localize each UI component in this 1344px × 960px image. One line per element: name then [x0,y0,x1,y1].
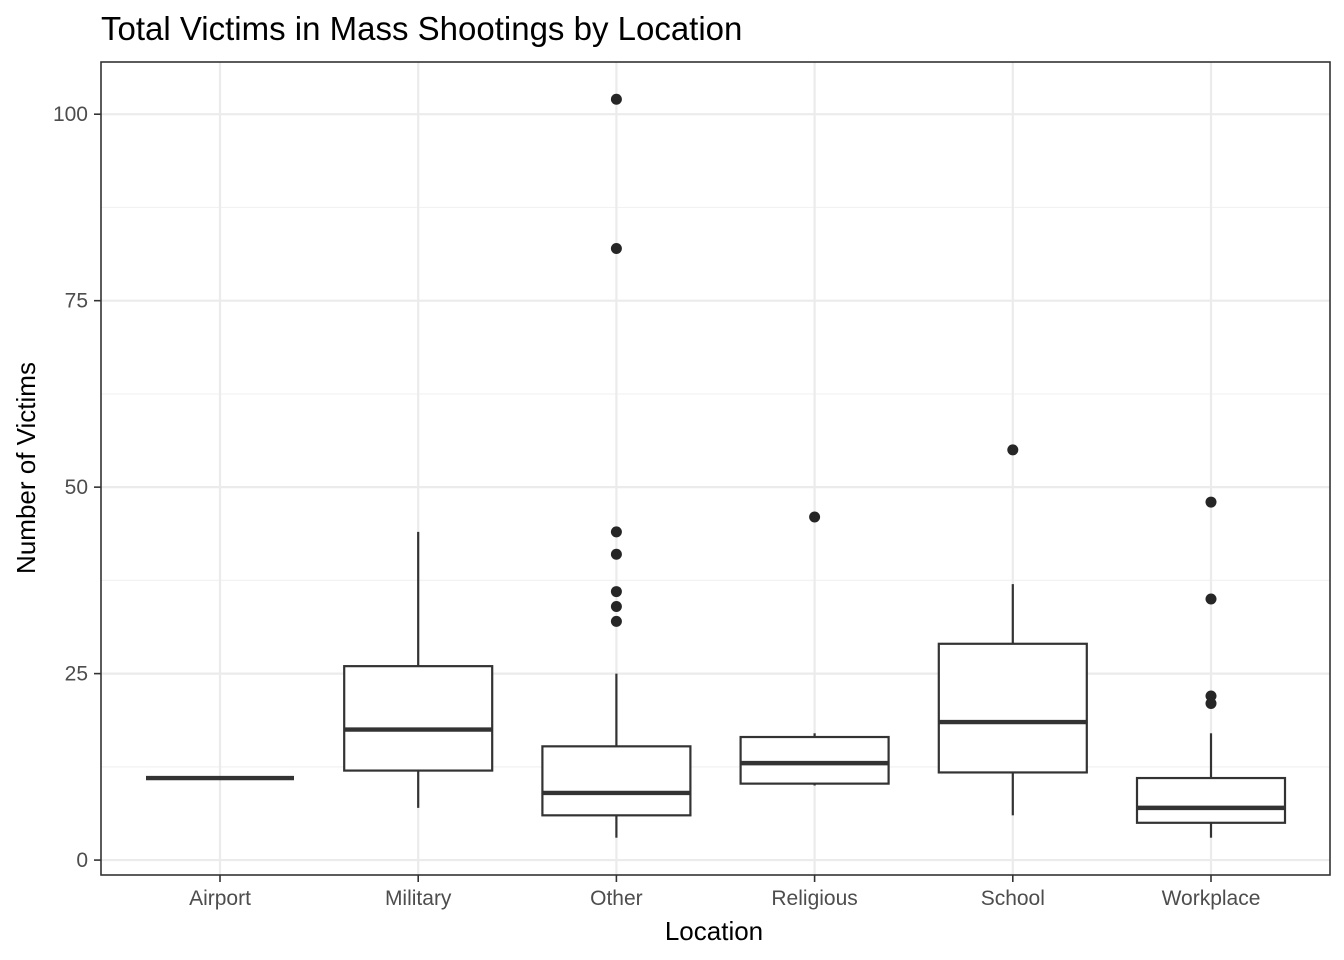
outlier-point [610,526,622,538]
y-tick-label: 75 [65,290,88,313]
x-tick-label: Military [385,887,452,910]
x-tick-label: Religious [771,887,857,910]
outlier-point [610,615,622,627]
box-religious [739,735,890,785]
outlier-point [1007,444,1019,456]
panel-border [100,61,1331,876]
box-workplace [1135,776,1287,824]
y-tick-label: 100 [53,103,88,126]
box-other [541,745,692,817]
box-school [937,642,1088,774]
outlier-point [610,600,622,612]
outlier-point [610,242,622,254]
outlier-point [1205,496,1217,508]
box-military [343,665,494,772]
outlier-point [1205,690,1217,702]
y-tick-label: 50 [65,476,88,499]
x-tick-label: Airport [189,887,251,910]
outlier-point [610,586,622,598]
chart-title: Total Victims in Mass Shootings by Locat… [101,10,742,47]
y-tick-label: 25 [65,663,88,686]
x-tick-label: School [981,887,1045,910]
outlier-point [610,93,622,105]
y-axis-title: Number of Victims [11,362,41,574]
x-tick-label: Workplace [1162,887,1261,910]
x-tick-label: Other [590,887,643,910]
y-tick-label: 0 [76,849,88,872]
plot-area: 0 25 50 75 100 Airport Military Other Religious S… [53,61,1331,910]
x-axis-title: Location [665,916,763,946]
outlier-point [1205,593,1217,605]
outlier-point [809,511,821,523]
outlier-point [610,548,622,560]
